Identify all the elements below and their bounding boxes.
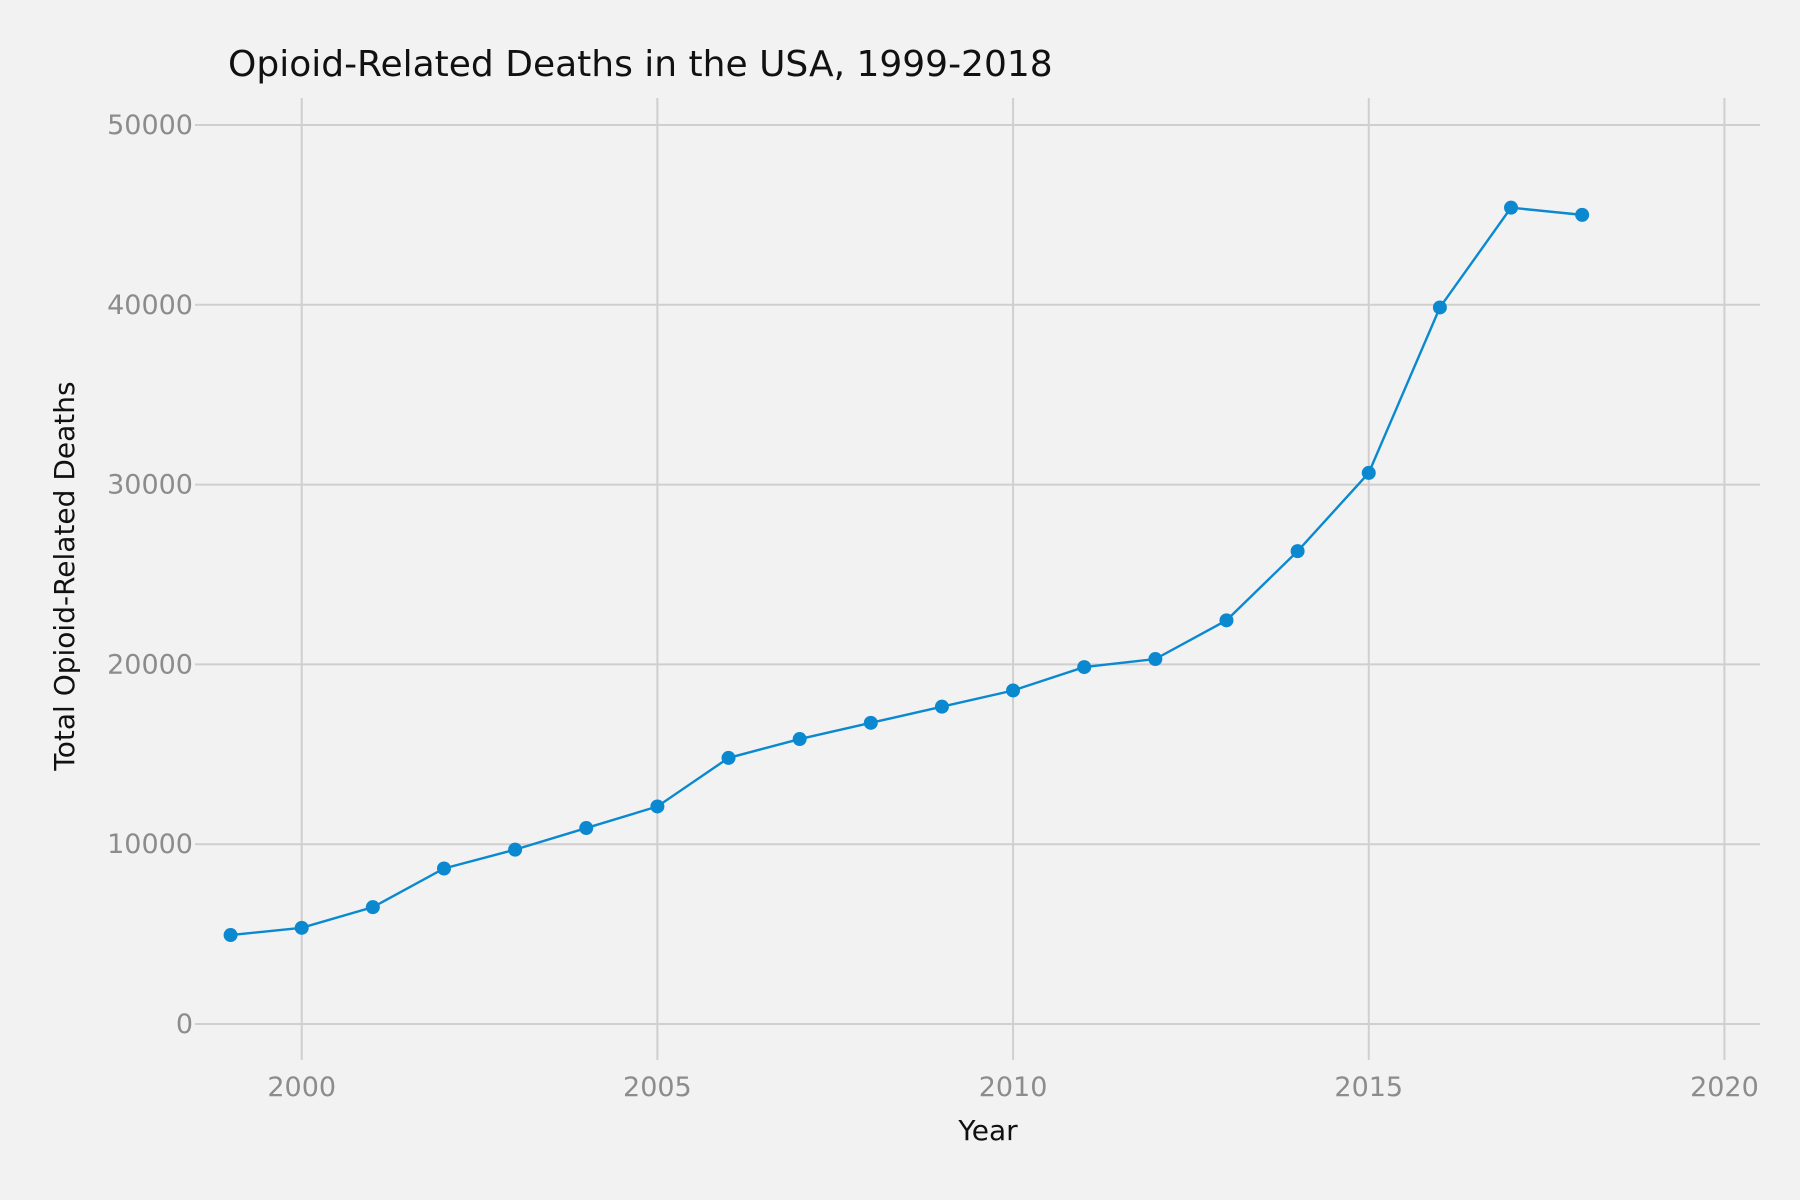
data-point [1361,465,1376,480]
x-tick-label: 2010 [979,1072,1048,1103]
data-point [579,821,594,836]
x-tick-label: 2020 [1690,1072,1759,1103]
y-tick-label: 30000 [107,470,193,501]
data-point [1575,207,1590,222]
data-point [436,861,451,876]
grid [195,98,1760,1060]
data-point [1006,683,1021,698]
data-point [294,920,309,935]
data-point [650,799,665,814]
data-point [1148,652,1163,667]
data-point [1219,613,1234,628]
series-layer [223,200,1590,943]
chart-title: Opioid-Related Deaths in the USA, 1999-2… [228,44,1053,85]
x-tick-label: 2000 [267,1072,336,1103]
tick-labels: 0 10000 20000 30000 40000 50000 2000 2005 2010 20… [107,110,1759,1103]
y-tick-label: 20000 [107,649,193,680]
y-axis-label: Total Opioid-Related Deaths [48,381,81,771]
x-axis-label: Year [957,1114,1018,1147]
y-tick-label: 10000 [107,829,193,860]
data-point [721,750,736,765]
data-point [223,928,238,943]
x-tick-label: 2005 [623,1072,692,1103]
y-tick-label: 50000 [107,110,193,141]
data-point [934,699,949,714]
series-line [230,206,1583,937]
data-point [792,732,807,747]
y-tick-label: 40000 [107,290,193,321]
y-tick-label: 0 [176,1009,193,1040]
data-point [508,842,523,857]
data-point [863,715,878,730]
data-point [1432,300,1447,315]
data-point [1504,200,1519,215]
data-point [1290,544,1305,559]
data-point [1077,660,1092,675]
data-point [365,900,380,915]
x-tick-label: 2015 [1334,1072,1403,1103]
